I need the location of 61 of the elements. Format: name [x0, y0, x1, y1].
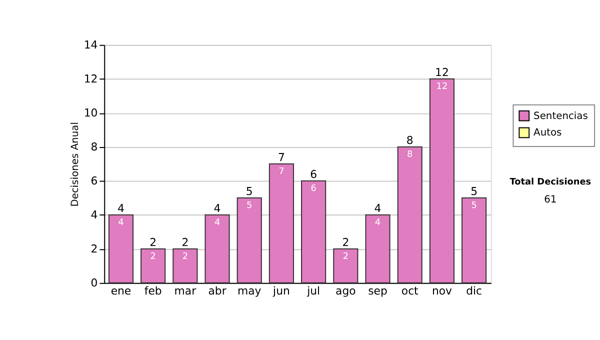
x-tick-label: jul [306, 284, 320, 298]
total-label: 4 [374, 202, 382, 215]
legend-label: Sentencias [534, 110, 588, 122]
total-label: 5 [470, 184, 478, 198]
data-label: 5 [471, 200, 477, 211]
bar [462, 197, 487, 284]
x-tick-label: sep [368, 284, 388, 298]
legend-label: Autos [534, 128, 562, 139]
x-tick-label: ago [336, 284, 356, 298]
data-label: 4 [214, 218, 220, 228]
x-tick-label: ene [110, 284, 132, 298]
bar [301, 180, 326, 284]
bar [204, 214, 230, 284]
total-label: 8 [406, 134, 414, 147]
y-tick-label: 14 [84, 38, 98, 52]
total-label: 12 [435, 66, 449, 79]
text: Total Decisiones [510, 178, 592, 188]
total-label: 4 [214, 202, 221, 215]
y-tick-label: 8 [90, 140, 98, 154]
y-tick-label: 6 [90, 174, 98, 188]
y-tick-label: 10 [84, 106, 98, 120]
data-label: 4 [118, 218, 124, 228]
data-label: 6 [310, 184, 317, 194]
total-label: 2 [150, 236, 157, 249]
x-tick-label: nov [432, 284, 453, 298]
y-tick-label: 12 [84, 72, 98, 86]
x-tick-label: jun [272, 284, 290, 298]
total-label: 4 [118, 202, 125, 215]
total-label: 6 [310, 168, 318, 181]
data-label: 12 [436, 82, 448, 92]
y-tick-label: 0 [90, 276, 98, 290]
bar [268, 163, 294, 284]
data-label: 8 [407, 150, 414, 160]
bar [397, 146, 422, 284]
data-label: 2 [182, 252, 188, 262]
bar [108, 214, 134, 284]
data-label: 2 [150, 252, 156, 262]
data-label: 2 [342, 252, 349, 262]
total-label: 2 [182, 236, 189, 249]
x-tick-label: oct [401, 284, 420, 298]
x-tick-label: abr [208, 284, 227, 298]
bar [236, 197, 262, 284]
data-label: 4 [374, 218, 381, 228]
bar [429, 78, 454, 284]
bar [140, 248, 166, 284]
total-label: 7 [278, 150, 285, 164]
text: 61 [544, 194, 557, 206]
x-tick-label: may [238, 284, 262, 298]
y-tick-label: 4 [90, 208, 98, 222]
total-label: 5 [246, 184, 253, 198]
x-tick-label: mar [174, 284, 197, 298]
x-tick-label: feb [144, 284, 162, 298]
bar [333, 248, 358, 284]
x-tick-label: dic [466, 284, 482, 298]
y-tick-label: 2 [90, 242, 98, 256]
bar [172, 248, 198, 284]
data-label: 7 [278, 166, 284, 177]
y-axis-title: Decisiones Anual [70, 122, 81, 207]
data-label: 5 [246, 200, 252, 211]
total-label: 2 [342, 236, 350, 249]
bar [365, 214, 390, 284]
